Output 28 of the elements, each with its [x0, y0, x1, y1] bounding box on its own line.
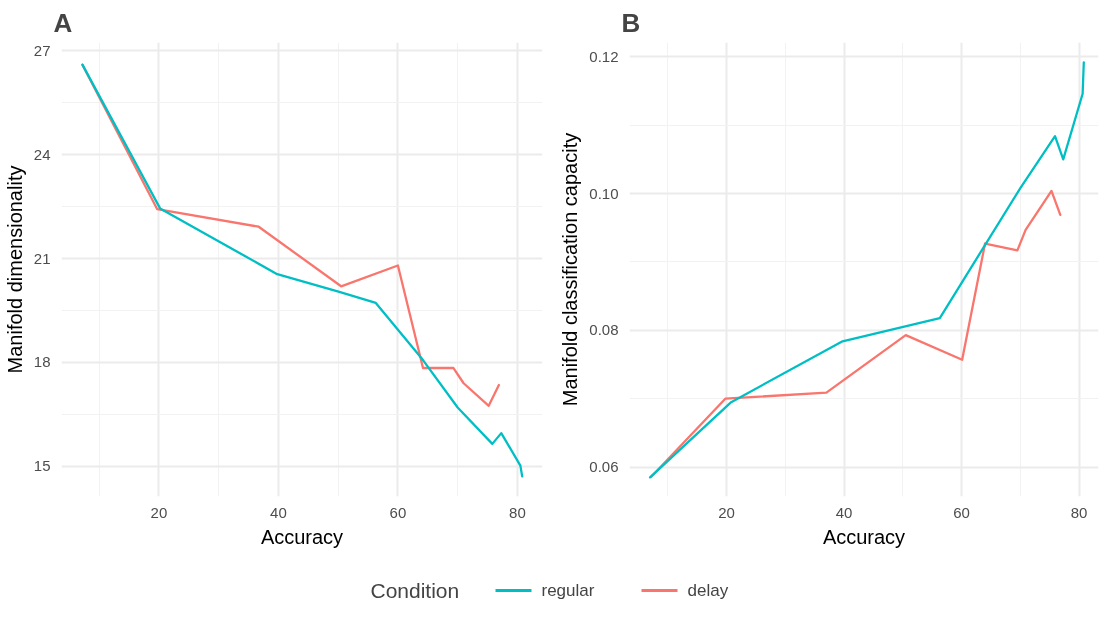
- x-tick-label: 20: [718, 503, 735, 521]
- y-axis-title: Manifold dimensionality: [3, 165, 26, 374]
- chart-title: A: [53, 7, 73, 38]
- legend-label: regular: [541, 581, 595, 600]
- x-axis-title: Accuracy: [260, 525, 344, 548]
- x-tick-label: 80: [509, 503, 526, 521]
- x-tick-label: 40: [270, 503, 287, 521]
- y-tick-label: 0.06: [589, 458, 619, 476]
- chart-title: B: [621, 7, 641, 38]
- y-tick-label: 21: [33, 249, 51, 267]
- x-tick-label: 40: [835, 503, 853, 521]
- x-axis-title: Accuracy: [822, 525, 906, 548]
- y-tick-label: 18: [33, 353, 51, 371]
- x-tick-label: 20: [150, 503, 168, 521]
- y-axis-title: Manifold classification capacity: [559, 132, 582, 407]
- legend-title: Condition: [370, 579, 460, 602]
- line-series: [81, 63, 524, 478]
- line-series: [648, 61, 1085, 479]
- y-tick-label: 27: [33, 41, 51, 59]
- y-tick-label: 0.08: [589, 321, 619, 339]
- legend-label: delay: [687, 581, 729, 600]
- y-tick-label: 0.12: [589, 47, 619, 65]
- x-tick-label: 60: [953, 503, 970, 521]
- y-tick-label: 24: [33, 145, 51, 163]
- x-tick-label: 80: [1070, 503, 1088, 521]
- y-tick-label: 0.10: [589, 184, 619, 202]
- y-tick-label: 15: [33, 457, 51, 475]
- x-tick-label: 60: [389, 503, 407, 521]
